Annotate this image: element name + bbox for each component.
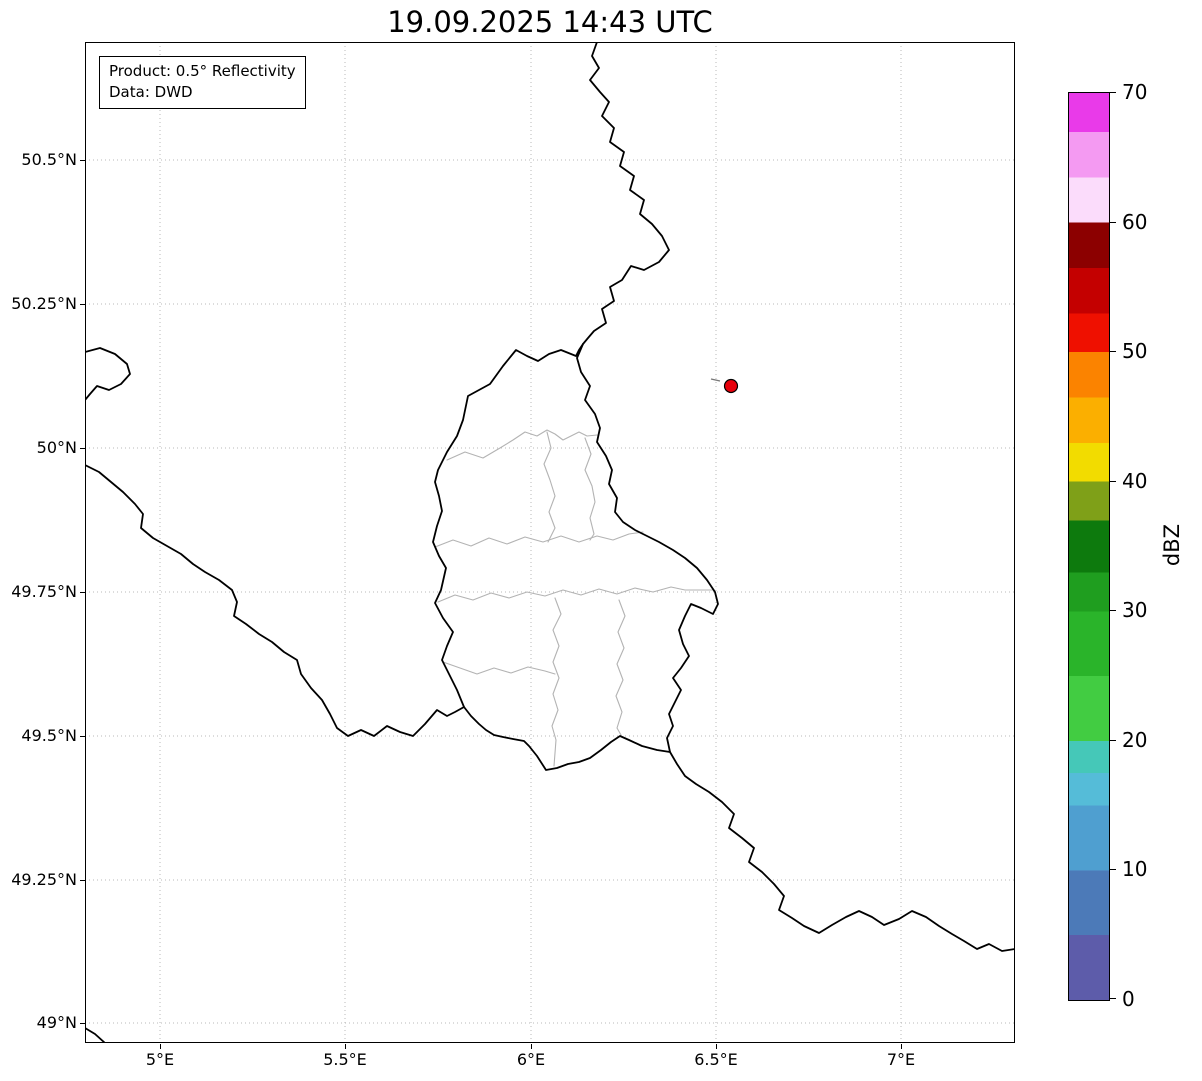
colorbar-gradient <box>1069 93 1109 1000</box>
y-tick-label: 50.5°N <box>21 150 77 169</box>
colorbar-tick-mark <box>1110 740 1116 741</box>
info-box: Product: 0.5° Reflectivity Data: DWD <box>99 56 306 109</box>
country-borders <box>85 42 1015 1043</box>
border-givet-pocket <box>85 347 131 401</box>
colorbar-tick-mark <box>1110 481 1116 482</box>
colorbar <box>1068 92 1110 1001</box>
y-tick-label: 49.5°N <box>21 726 77 745</box>
colorbar-tick-label: 30 <box>1122 598 1148 622</box>
x-tick-mark <box>531 1044 532 1049</box>
y-tick-label: 49.25°N <box>11 870 77 889</box>
x-tick-mark <box>901 1044 902 1049</box>
x-tick-label: 5.5°E <box>323 1050 367 1069</box>
y-tick-mark <box>80 1023 85 1024</box>
plot-title: 19.09.2025 14:43 UTC <box>387 5 713 39</box>
colorbar-tick-mark <box>1110 610 1116 611</box>
colorbar-tick-label: 20 <box>1122 728 1148 752</box>
colorbar-tick-mark <box>1110 92 1116 93</box>
border-fragment-dash <box>710 378 721 382</box>
y-tick-mark <box>80 592 85 593</box>
colorbar-tick-label: 70 <box>1122 80 1148 104</box>
y-tick-mark <box>80 448 85 449</box>
gridlines <box>85 42 1015 1043</box>
colorbar-tick-label: 10 <box>1122 857 1148 881</box>
x-tick-label: 6°E <box>516 1050 546 1069</box>
colorbar-tick-label: 40 <box>1122 469 1148 493</box>
colorbar-tick-mark <box>1110 222 1116 223</box>
radar-site-marker <box>723 378 739 394</box>
y-tick-label: 49.75°N <box>11 582 77 601</box>
y-tick-label: 49°N <box>36 1013 77 1032</box>
x-tick-mark <box>716 1044 717 1049</box>
y-tick-label: 50.25°N <box>11 294 77 313</box>
info-box-source: Data: DWD <box>109 83 193 101</box>
colorbar-unit-label: dBZ <box>1160 523 1184 567</box>
border-corner-fragment <box>85 1027 106 1043</box>
border-luxembourg <box>432 343 719 771</box>
x-tick-label: 6.5°E <box>694 1050 738 1069</box>
district-borders <box>434 429 714 767</box>
map-canvas <box>85 42 1015 1043</box>
map-plot-area: Product: 0.5° Reflectivity Data: DWD <box>85 42 1015 1043</box>
y-tick-mark <box>80 880 85 881</box>
colorbar-tick-label: 60 <box>1122 210 1148 234</box>
colorbar-tick-label: 50 <box>1122 339 1148 363</box>
border-be-fr <box>85 464 465 737</box>
x-tick-mark <box>160 1044 161 1049</box>
info-box-product: Product: 0.5° Reflectivity <box>109 62 296 80</box>
colorbar-tick-mark <box>1110 869 1116 870</box>
colorbar-tick-label: 0 <box>1122 987 1135 1011</box>
y-tick-mark <box>80 736 85 737</box>
x-tick-mark <box>345 1044 346 1049</box>
colorbar-tick-mark <box>1110 351 1116 352</box>
y-tick-label: 50°N <box>36 438 77 457</box>
y-tick-mark <box>80 160 85 161</box>
x-tick-label: 5°E <box>145 1050 175 1069</box>
x-tick-label: 7°E <box>886 1050 916 1069</box>
plot-frame <box>85 42 1015 1043</box>
border-de-be <box>582 42 670 345</box>
border-fr-de <box>669 751 1015 952</box>
y-tick-mark <box>80 304 85 305</box>
colorbar-tick-mark <box>1110 998 1116 999</box>
